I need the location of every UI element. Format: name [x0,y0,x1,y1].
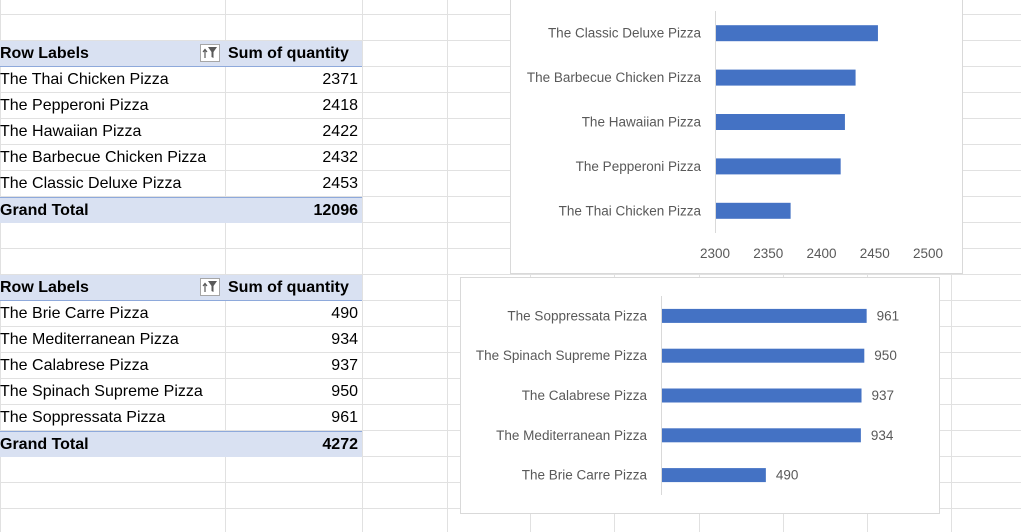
row-value: 2432 [322,149,358,166]
row-value: 950 [331,383,358,400]
top-pizzas-bar-chart[interactable]: The Classic Deluxe Pizza The Barbecue Chi… [510,0,963,274]
row-labels-header[interactable]: Row Labels [0,279,89,296]
bar [716,114,845,130]
category-label: The Hawaiian Pizza [582,115,702,130]
pivot-header-row: Row Labels Sum of quantity [0,275,362,301]
grand-total-value: 4272 [322,436,358,453]
category-label: The Pepperoni Pizza [576,159,702,174]
row-label: The Thai Chicken Pizza [0,71,169,88]
category-label: The Barbecue Chicken Pizza [527,70,702,85]
table-row[interactable]: The Hawaiian Pizza 2422 [0,119,362,145]
bar [716,202,791,219]
bar [662,428,861,443]
grand-total-row[interactable]: Grand Total 4272 [0,431,362,457]
category-label: The Thai Chicken Pizza [559,203,702,218]
filter-dropdown-button[interactable] [200,278,220,296]
row-label: The Barbecue Chicken Pizza [0,149,207,166]
row-value: 937 [331,357,358,374]
bar [716,25,878,42]
row-label: The Hawaiian Pizza [0,123,142,140]
row-value: 2422 [322,123,358,140]
table-row[interactable]: The Barbecue Chicken Pizza 2432 [0,145,362,171]
pivot-table-bottom[interactable]: Row Labels Sum of quantity The Brie Carr… [0,275,362,457]
row-label: The Mediterranean Pizza [0,331,179,348]
table-row[interactable]: The Spinach Supreme Pizza 950 [0,379,362,405]
x-tick-label: 2500 [913,246,943,261]
filter-dropdown-button[interactable] [200,44,220,62]
bar [716,158,841,175]
x-tick-label: 2350 [753,246,783,261]
pivot-header-row: Row Labels Sum of quantity [0,41,362,67]
table-row[interactable]: The Pepperoni Pizza 2418 [0,93,362,119]
category-label: The Mediterranean Pizza [496,428,647,443]
bar [662,388,862,403]
row-labels-header[interactable]: Row Labels [0,45,89,62]
category-label: The Spinach Supreme Pizza [476,348,648,363]
chart-plot: The Classic Deluxe Pizza The Barbecue Chi… [527,11,943,261]
pivot-table-top[interactable]: Row Labels Sum of quantity The Thai Chic… [0,41,362,223]
table-row[interactable]: The Thai Chicken Pizza 2371 [0,67,362,93]
grand-total-value: 12096 [313,202,359,219]
row-label: The Classic Deluxe Pizza [0,175,182,192]
row-value: 961 [331,409,358,426]
row-value: 2371 [322,71,358,88]
row-label: The Soppressata Pizza [0,409,166,426]
data-label: 934 [871,428,894,443]
row-label: The Brie Carre Pizza [0,305,149,322]
row-value: 2453 [322,175,358,192]
x-tick-label: 2300 [700,246,730,261]
x-tick-label: 2450 [860,246,890,261]
row-label: The Calabrese Pizza [0,357,149,374]
chart-plot: The Soppressata Pizza 961 The Spinach Supr… [476,296,900,495]
data-label: 961 [877,308,900,323]
grand-total-label: Grand Total [0,436,89,453]
grand-total-row[interactable]: Grand Total 12096 [0,197,362,223]
row-label: The Pepperoni Pizza [0,97,149,114]
row-value: 934 [331,331,358,348]
bottom-pizzas-bar-chart[interactable]: The Soppressata Pizza 961 The Spinach Supr… [460,277,940,514]
x-tick-label: 2400 [806,246,836,261]
sum-of-quantity-header: Sum of quantity [228,45,349,62]
grand-total-label: Grand Total [0,202,89,219]
bar [716,69,856,86]
row-value: 490 [331,305,358,322]
table-row[interactable]: The Classic Deluxe Pizza 2453 [0,171,362,197]
bar [662,308,867,323]
bar [662,468,766,483]
category-label: The Soppressata Pizza [507,308,647,323]
category-label: The Classic Deluxe Pizza [548,26,702,41]
filter-icon [202,281,217,292]
data-label: 937 [872,388,895,403]
sum-of-quantity-header: Sum of quantity [228,279,349,296]
table-row[interactable]: The Brie Carre Pizza 490 [0,301,362,327]
row-value: 2418 [322,97,358,114]
category-label: The Brie Carre Pizza [522,468,648,483]
category-label: The Calabrese Pizza [522,388,648,403]
bar [662,348,865,363]
table-row[interactable]: The Soppressata Pizza 961 [0,405,362,431]
table-row[interactable]: The Calabrese Pizza 937 [0,353,362,379]
table-row[interactable]: The Mediterranean Pizza 934 [0,327,362,353]
row-label: The Spinach Supreme Pizza [0,383,203,400]
data-label: 950 [874,348,897,363]
data-label: 490 [776,468,799,483]
filter-icon [202,47,217,58]
